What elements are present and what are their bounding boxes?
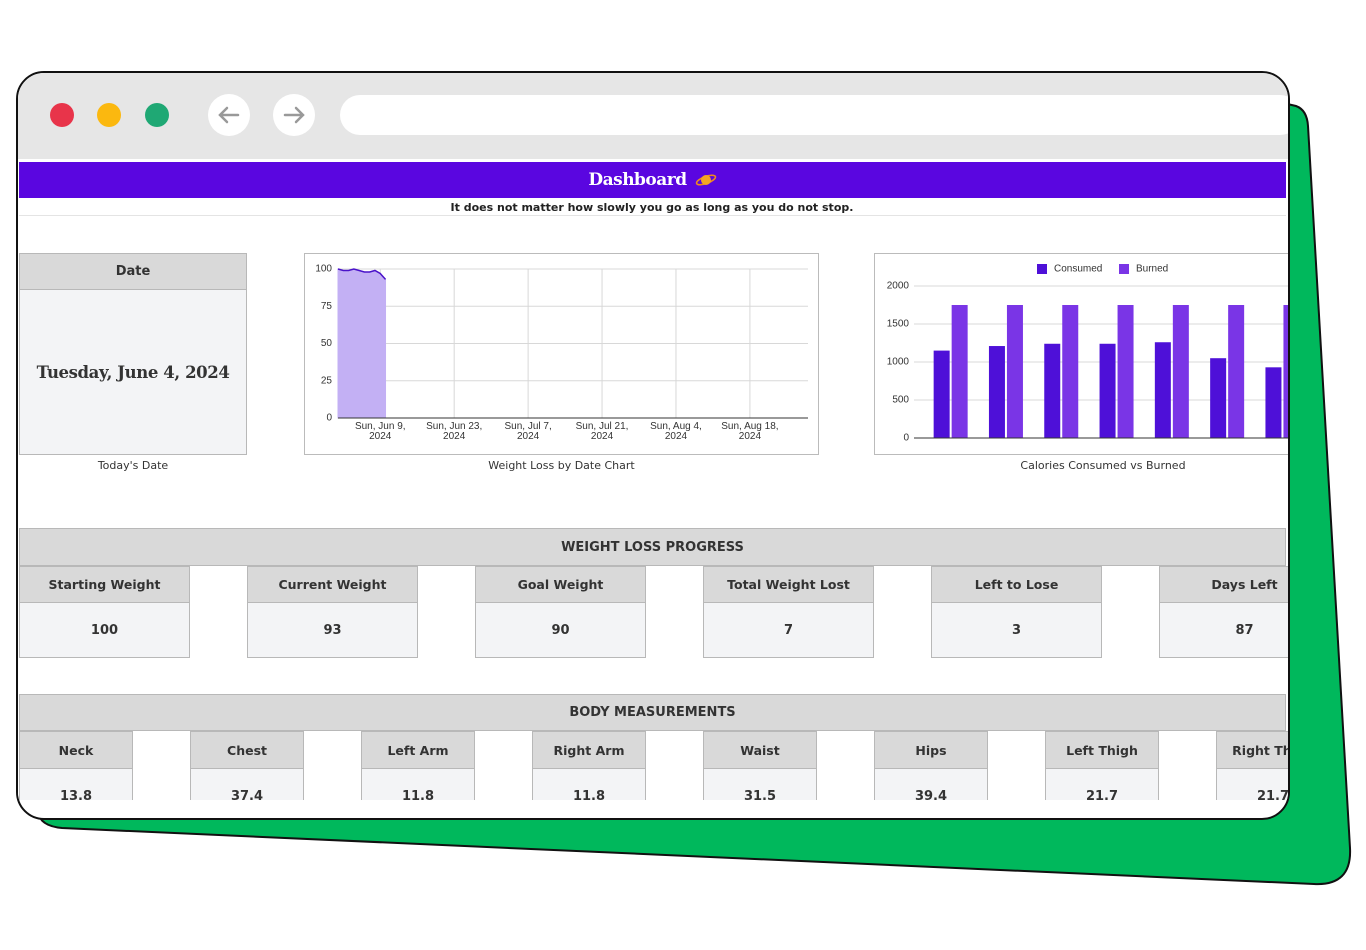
planet-icon	[695, 174, 716, 186]
calorie-chart-title: Calories Consumed vs Burned	[1020, 459, 1186, 472]
bar	[1154, 342, 1171, 438]
divider	[19, 215, 1286, 216]
card-label: Goal Weight	[475, 566, 646, 603]
date-card: Date Tuesday, June 4, 2024	[19, 253, 247, 455]
maximize-dot[interactable]	[145, 103, 169, 127]
y-tick-label: 75	[321, 301, 333, 312]
date-caption: Today's Date	[97, 459, 169, 472]
calorie-chart: 0 500 1000 1500 2000 Consumed Burned	[874, 253, 1288, 455]
card-value: 7	[703, 603, 874, 658]
card-label: Current Weight	[247, 566, 418, 603]
bar	[1228, 305, 1245, 438]
measurements-title: BODY MEASUREMENTS	[19, 694, 1286, 731]
card-label: Hips	[874, 731, 988, 769]
y-tick-label: 100	[315, 264, 332, 275]
card-value: 11.8	[361, 769, 475, 800]
bar	[1283, 305, 1288, 438]
close-dot[interactable]	[50, 103, 74, 127]
bar	[1099, 343, 1116, 438]
bar	[1172, 305, 1189, 438]
toolbar-icons	[50, 94, 1288, 136]
card-value: 100	[19, 603, 190, 658]
progress-title: WEIGHT LOSS PROGRESS	[19, 528, 1286, 566]
bar	[1210, 358, 1227, 438]
browser-toolbar	[18, 73, 1288, 159]
card-label: Chest	[190, 731, 304, 769]
bar	[951, 305, 968, 438]
y-tick-label: 25	[321, 375, 333, 386]
legend-swatch	[1037, 264, 1047, 274]
card-label: Starting Weight	[19, 566, 190, 603]
card-label: Left to Lose	[931, 566, 1102, 603]
y-tick-label: 0	[326, 413, 332, 424]
card-label: Right Thigh	[1216, 731, 1288, 769]
card-label: Right Arm	[532, 731, 646, 769]
x-tick-label: Sun, Aug 18, 2024	[721, 421, 779, 442]
plot: 0 25 50 75 100	[315, 264, 808, 424]
bar	[933, 350, 950, 438]
card-label: Left Arm	[361, 731, 475, 769]
x-tick-label: Sun, Jul 7, 2024	[504, 421, 552, 442]
date-header: Date	[19, 253, 247, 290]
legend-swatch	[1119, 264, 1129, 274]
bar	[1044, 343, 1061, 438]
area	[337, 268, 387, 419]
card-value: 93	[247, 603, 418, 658]
x-tick-label: Sun, Jun 23, 2024	[426, 421, 483, 442]
x-tick-label: Sun, Aug 4, 2024	[650, 421, 702, 442]
card-label: Total Weight Lost	[703, 566, 874, 603]
bar	[988, 346, 1005, 438]
subtitle: It does not matter how slowly you go as …	[450, 201, 854, 214]
address-bar[interactable]	[340, 95, 1288, 135]
card-value: 13.8	[19, 769, 133, 800]
card-value: 3	[931, 603, 1102, 658]
card-value: 21.7	[1045, 769, 1159, 800]
y-tick-label: 1000	[887, 357, 910, 368]
card-label: Left Thigh	[1045, 731, 1159, 769]
card-value: 39.4	[874, 769, 988, 800]
y-tick-label: 50	[321, 338, 333, 349]
line	[337, 268, 387, 280]
card-value: 31.5	[703, 769, 817, 800]
card-value: 37.4	[190, 769, 304, 800]
plot: 0 500 1000 1500 2000 Consumed Burned	[887, 264, 1288, 444]
card-value: 90	[475, 603, 646, 658]
dashboard: Dashboard It does not matter how slowly …	[18, 159, 1288, 800]
card-label: Neck	[19, 731, 133, 769]
legend-label: Burned	[1136, 264, 1168, 275]
weight-chart-title: Weight Loss by Date Chart	[488, 459, 635, 472]
y-tick-label: 1500	[887, 319, 910, 330]
card-label: Waist	[703, 731, 817, 769]
y-tick-label: 2000	[887, 281, 910, 292]
y-tick-label: 500	[892, 395, 909, 406]
x-tick-label: Sun, Jun 9, 2024	[354, 421, 406, 442]
title: Dashboard	[588, 170, 687, 190]
card-value: 21.7	[1216, 769, 1288, 800]
card-label: Days Left	[1159, 566, 1288, 603]
bar	[1006, 305, 1023, 438]
back-arrow	[218, 106, 240, 124]
bar	[1062, 305, 1079, 438]
bar	[1265, 367, 1282, 438]
legend-label: Consumed	[1054, 264, 1102, 275]
bar	[1117, 305, 1134, 438]
y-tick-label: 0	[903, 433, 909, 444]
card-value: 87	[1159, 603, 1288, 658]
date-value: Tuesday, June 4, 2024	[19, 290, 247, 455]
x-tick-label: Sun, Jul 21, 2024	[575, 421, 629, 442]
card-value: 11.8	[532, 769, 646, 800]
forward-arrow	[283, 106, 305, 124]
browser-window: Dashboard It does not matter how slowly …	[16, 71, 1290, 820]
title-bar: Dashboard	[19, 162, 1286, 198]
minimize-dot[interactable]	[97, 103, 121, 127]
weight-chart: 0 25 50 75 100 Sun, Jun 9, 2024 Sun, Jun 23, 2…	[304, 253, 819, 455]
